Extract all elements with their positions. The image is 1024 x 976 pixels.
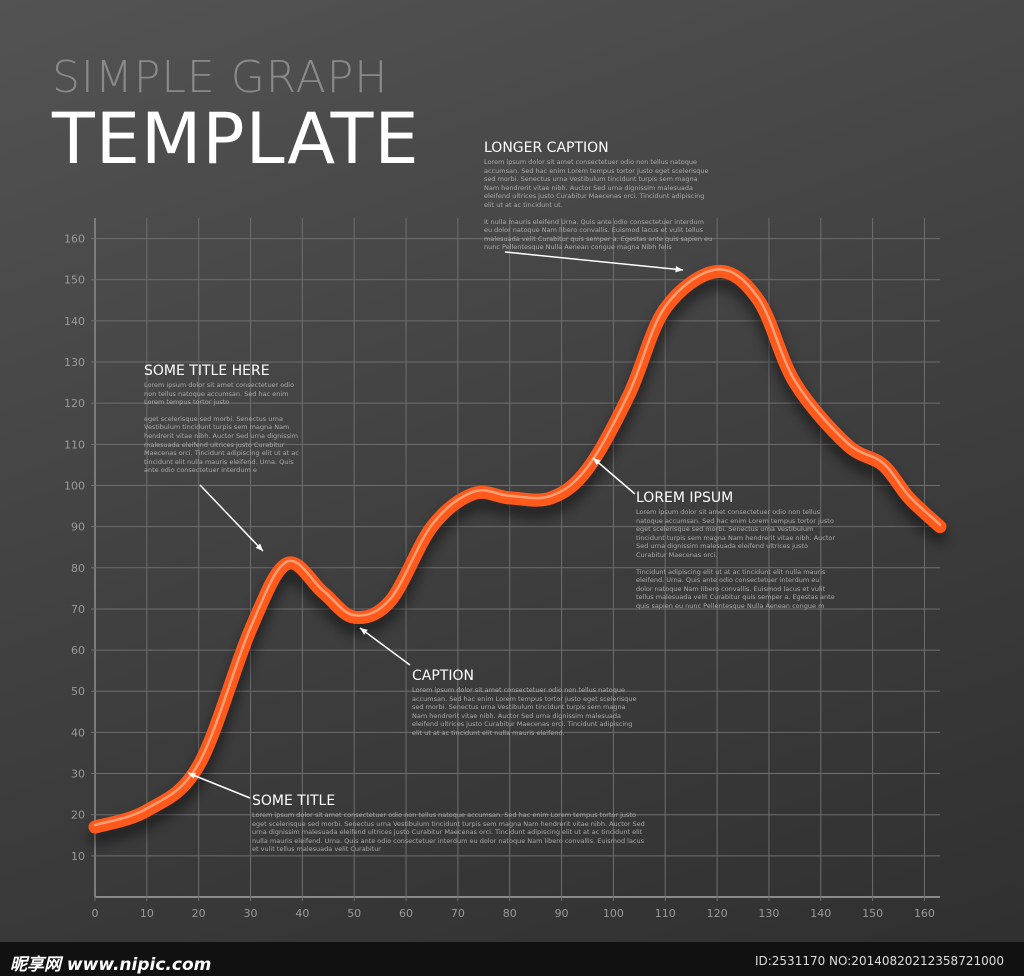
chart-title: SIMPLE GRAPH (52, 52, 389, 103)
annotation-title: CAPTION (412, 668, 474, 684)
annotation-text: Lorem ipsum dolor sit amet consectetuer … (144, 381, 295, 407)
annotation-title: LONGER CAPTION (484, 140, 609, 156)
y-tick-label: 80 (71, 562, 85, 575)
x-tick-label: 50 (347, 907, 361, 920)
annotation-arrowhead (593, 458, 601, 466)
annotation-arrow (187, 772, 251, 799)
watermark-bar: 昵享网 www.nipic.com ID:2531170 NO:20140820… (0, 942, 1024, 976)
x-tick-label: 30 (244, 907, 258, 920)
y-tick-label: 110 (64, 438, 85, 451)
x-tick-label: 110 (655, 907, 676, 920)
y-tick-label: 140 (64, 315, 85, 328)
annotation-text: It nulla mauris eleifend Urna. Quis ante… (484, 217, 713, 252)
annotation-text: Lorem ipsum dolor sit amet consectetuer … (636, 508, 836, 559)
x-tick-label: 140 (810, 907, 831, 920)
x-tick-label: 10 (140, 907, 154, 920)
x-tick-label: 100 (603, 907, 624, 920)
line-group (88, 264, 947, 834)
y-tick-label: 90 (71, 521, 85, 534)
x-tick-label: 80 (503, 907, 517, 920)
annotation-title: SOME TITLE HERE (144, 363, 270, 379)
x-tick-label: 40 (295, 907, 309, 920)
annotation: LOREM IPSUM Lorem ipsum dolor sit amet co… (636, 490, 836, 619)
x-tick-label: 130 (758, 907, 779, 920)
y-tick-label: 130 (64, 356, 85, 369)
annotation-arrowhead (188, 772, 196, 779)
annotation-arrowhead (675, 266, 683, 273)
watermark-site: 昵享网 www.nipic.com (10, 955, 212, 975)
y-tick-label: 100 (64, 479, 85, 492)
y-tick-label: 50 (71, 685, 85, 698)
annotation-arrowhead (255, 543, 263, 551)
annotation-arrow (592, 457, 636, 495)
watermark-id: ID:2531170 NO:20140820212358721000 (754, 954, 1004, 968)
x-tick-label: 160 (914, 907, 935, 920)
annotation-arrow (199, 484, 264, 552)
y-tick-label: 20 (71, 809, 85, 822)
x-tick-label: 20 (192, 907, 206, 920)
annotation-text: eget scelerisque sed morbi. Senectus urn… (144, 414, 299, 475)
chart-subtitle: TEMPLATE (52, 98, 420, 180)
y-tick-label: 150 (64, 274, 85, 287)
y-tick-label: 40 (71, 726, 85, 739)
x-tick-label: 70 (451, 907, 465, 920)
y-tick-label: 30 (71, 768, 85, 781)
annotation-title: SOME TITLE (252, 793, 336, 809)
y-tick-label: 10 (71, 850, 85, 863)
annotation-text: Lorem ipsum dolor sit amet consectetuer … (484, 158, 709, 209)
x-tick-label: 0 (92, 907, 99, 920)
x-tick-label: 120 (707, 907, 728, 920)
annotation: CAPTION Lorem ipsum dolor sit amet consec… (412, 668, 642, 746)
y-tick-label: 160 (64, 233, 85, 246)
annotation: LONGER CAPTION Lorem ipsum dolor sit amet… (484, 140, 714, 260)
annotation-text: Lorem ipsum dolor sit amet consectetuer … (412, 686, 637, 737)
annotation-arrow (504, 251, 684, 271)
annotation: SOME TITLE HERE Lorem ipsum dolor sit ame… (144, 363, 302, 483)
x-tick-label: 60 (399, 907, 413, 920)
annotation-title: LOREM IPSUM (636, 490, 734, 506)
y-tick-label: 70 (71, 603, 85, 616)
annotation-text: Lorem ipsum dolor sit amet consectetuer … (252, 811, 645, 854)
annotation-arrow (359, 627, 411, 666)
annotation: SOME TITLE Lorem ipsum dolor sit amet con… (252, 793, 652, 862)
y-tick-label: 60 (71, 644, 85, 657)
x-tick-label: 90 (555, 907, 569, 920)
y-tick-label: 120 (64, 397, 85, 410)
x-tick-label: 150 (862, 907, 883, 920)
annotation-text: Tincidunt adipiscing elit ut at ac tinci… (636, 567, 835, 610)
line-highlight (93, 268, 942, 827)
annotation-arrowhead (360, 628, 368, 635)
